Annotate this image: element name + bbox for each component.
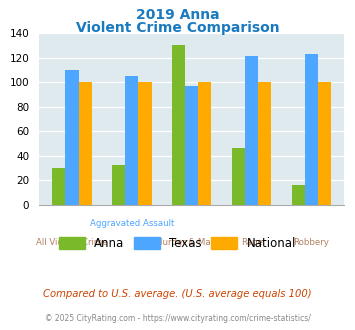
Bar <box>232 148 245 205</box>
Text: All Violent Crime: All Violent Crime <box>36 238 108 247</box>
Bar <box>305 54 318 205</box>
Bar <box>292 185 305 205</box>
Bar <box>318 82 331 205</box>
Text: Compared to U.S. average. (U.S. average equals 100): Compared to U.S. average. (U.S. average … <box>43 289 312 299</box>
Text: Rape: Rape <box>241 238 262 247</box>
Bar <box>172 45 185 205</box>
Bar <box>245 56 258 205</box>
Text: Murder & Mans...: Murder & Mans... <box>155 238 229 247</box>
Text: © 2025 CityRating.com - https://www.cityrating.com/crime-statistics/: © 2025 CityRating.com - https://www.city… <box>45 314 310 323</box>
Text: 2019 Anna: 2019 Anna <box>136 8 219 22</box>
Bar <box>258 82 271 205</box>
Bar <box>65 70 78 205</box>
Text: Robbery: Robbery <box>294 238 329 247</box>
Bar <box>125 76 138 205</box>
Bar <box>78 82 92 205</box>
Bar <box>185 86 198 205</box>
Text: Aggravated Assault: Aggravated Assault <box>90 219 174 228</box>
Bar <box>52 168 65 205</box>
Bar <box>138 82 152 205</box>
Bar <box>112 165 125 205</box>
Text: Violent Crime Comparison: Violent Crime Comparison <box>76 21 279 35</box>
Bar <box>198 82 212 205</box>
Legend: Anna, Texas, National: Anna, Texas, National <box>54 232 301 255</box>
